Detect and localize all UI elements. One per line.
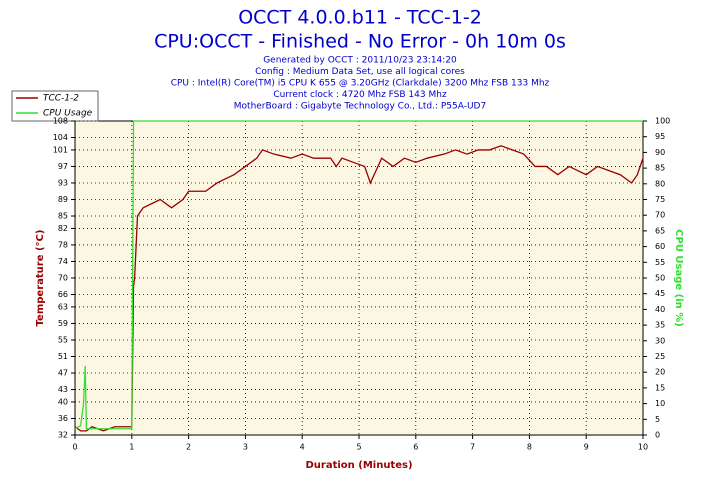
y-tick-label: 104	[53, 133, 68, 142]
y-tick-label: 78	[58, 240, 68, 249]
x-tick-label: 9	[584, 443, 589, 452]
legend-label: TCC-1-2	[43, 94, 79, 104]
y2-tick-label: 90	[655, 148, 665, 157]
y-tick-label: 85	[58, 212, 68, 221]
y2-axis-title: CPU Usage (in %)	[673, 229, 684, 327]
x-tick-label: 1	[129, 443, 134, 452]
legend-label: CPU Usage	[43, 109, 93, 119]
y-tick-label: 74	[58, 257, 68, 266]
y-tick-label: 59	[58, 319, 68, 328]
y2-tick-label: 55	[655, 258, 665, 267]
x-tick-label: 3	[243, 443, 248, 452]
y2-tick-label: 20	[655, 368, 665, 377]
x-tick-label: 6	[413, 443, 418, 452]
y2-tick-label: 15	[655, 383, 665, 392]
y-tick-label: 32	[58, 431, 68, 440]
y-tick-label: 108	[53, 117, 68, 126]
y2-tick-label: 95	[655, 132, 665, 141]
y-tick-label: 93	[58, 178, 68, 187]
y2-tick-label: 65	[655, 226, 665, 235]
y2-tick-label: 100	[655, 117, 670, 126]
x-tick-label: 2	[186, 443, 191, 452]
y-tick-label: 82	[58, 224, 68, 233]
x-tick-label: 0	[72, 443, 77, 452]
legend	[11, 90, 99, 122]
y-tick-label: 63	[58, 302, 68, 311]
y-axis-title: Temperature (°C)	[35, 230, 46, 327]
x-tick-label: 4	[300, 443, 305, 452]
y2-tick-label: 35	[655, 321, 665, 330]
chart-subtitle: CPU:OCCT - Finished - No Error - 0h 10m …	[154, 31, 566, 53]
y-tick-label: 43	[58, 385, 68, 394]
y2-tick-label: 80	[655, 179, 665, 188]
y2-tick-label: 70	[655, 211, 665, 220]
y2-tick-label: 50	[655, 274, 665, 283]
x-tick-label: 8	[527, 443, 532, 452]
y-tick-label: 55	[58, 335, 68, 344]
y2-tick-label: 0	[655, 431, 660, 440]
y2-tick-label: 25	[655, 352, 665, 361]
y-tick-label: 89	[58, 195, 68, 204]
y-tick-label: 40	[58, 397, 68, 406]
y-tick-label: 47	[58, 369, 68, 378]
chart-title: OCCT 4.0.0.b11 - TCC-1-2	[238, 7, 482, 29]
y-tick-label: 101	[53, 145, 68, 154]
series-line	[74, 120, 643, 430]
y2-tick-label: 75	[655, 195, 665, 204]
info-line: Generated by OCCT : 2011/10/23 23:14:20	[263, 56, 457, 66]
y-tick-label: 36	[58, 414, 68, 423]
y2-tick-label: 30	[655, 336, 665, 345]
x-tick-label: 5	[356, 443, 361, 452]
y-tick-label: 97	[58, 162, 68, 171]
y-tick-label: 66	[58, 290, 68, 299]
info-line: Config : Medium Data Set, use all logica…	[255, 67, 465, 77]
y2-tick-label: 10	[655, 399, 665, 408]
y-tick-label: 70	[58, 274, 68, 283]
y2-tick-label: 40	[655, 305, 665, 314]
y2-tick-label: 85	[655, 164, 665, 173]
x-tick-label: 10	[638, 443, 648, 452]
y2-tick-label: 60	[655, 242, 665, 251]
y2-tick-label: 45	[655, 289, 665, 298]
y-tick-label: 51	[58, 352, 68, 361]
info-line: Current clock : 4720 Mhz FSB 143 Mhz	[273, 90, 447, 100]
info-line: MotherBoard : Gigabyte Technology Co., L…	[234, 102, 486, 112]
x-axis-title: Duration (Minutes)	[305, 460, 412, 471]
y2-tick-label: 5	[655, 415, 660, 424]
x-tick-label: 7	[470, 443, 475, 452]
info-line: CPU : Intel(R) Core(TM) i5 CPU K 655 @ 3…	[171, 79, 550, 89]
